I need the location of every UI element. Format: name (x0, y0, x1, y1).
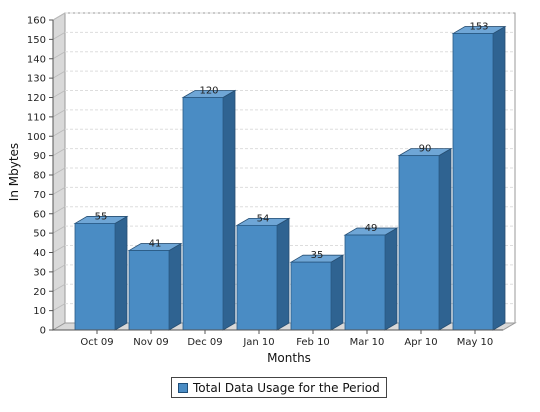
y-tick-label: 140 (27, 54, 46, 65)
wall-gridline (52, 12, 66, 21)
y-tick-label: 150 (27, 35, 46, 46)
y-tick-label: 10 (33, 306, 46, 317)
wall-gridline (52, 264, 66, 273)
wall-gridline (52, 245, 66, 253)
wall-gridline (52, 128, 66, 137)
wall-gridline (52, 31, 66, 40)
bar-side (276, 217, 290, 331)
x-axis-ticks: Oct 09 Nov 09 Dec 09 Jan 10 Feb 10 Mar 10 Apr … (53, 329, 503, 348)
x-tick-label: Feb 10 (296, 337, 330, 348)
y-tick-label: 90 (33, 151, 46, 162)
y-tick-label: 30 (33, 267, 46, 278)
data-label: 153 (469, 22, 488, 33)
bar-side (438, 147, 452, 331)
bar-front (398, 155, 440, 331)
data-label: 41 (149, 239, 162, 250)
bar: 41 (127, 239, 183, 331)
x-tick-label: Jan 10 (242, 337, 274, 348)
wall-gridline (52, 206, 66, 215)
wall-gridline (52, 303, 66, 312)
bar-side (492, 25, 506, 331)
bar: 55 (73, 211, 129, 331)
y-tick-label: 160 (27, 16, 46, 27)
y-tick-label: 0 (40, 326, 46, 337)
data-label: 49 (365, 223, 378, 234)
bar-side (114, 215, 128, 331)
bar-side (168, 242, 182, 331)
x-tick-label: Mar 10 (350, 337, 385, 348)
bar-front (74, 223, 116, 331)
bar: 120 (181, 86, 237, 331)
y-tick-label: 20 (33, 287, 46, 298)
data-label: 90 (419, 144, 432, 155)
wall-gridline (52, 70, 66, 79)
bar: 90 (397, 144, 453, 331)
data-label: 120 (199, 86, 218, 97)
legend-swatch (178, 382, 188, 393)
x-axis-title: Months (267, 351, 311, 365)
wall-gridline (52, 186, 66, 195)
wall-gridline (52, 109, 66, 118)
y-tick-label: 50 (33, 229, 46, 240)
bar: 54 (235, 213, 291, 331)
wall-gridline (52, 283, 66, 292)
bar: 49 (343, 223, 399, 331)
data-label: 54 (257, 213, 270, 224)
x-tick-label: Dec 09 (187, 337, 222, 348)
y-tick-label: 130 (27, 74, 46, 85)
y-tick-label: 80 (33, 171, 46, 182)
bar-front (452, 33, 494, 331)
y-tick-label: 40 (33, 248, 46, 259)
wall-gridline (52, 148, 66, 157)
bar: 153 (451, 22, 507, 331)
y-tick-label: 110 (27, 112, 46, 123)
wall-gridline (52, 90, 66, 98)
bar-front (236, 224, 278, 331)
x-tick-label: May 10 (457, 337, 494, 348)
wall-gridline (52, 51, 66, 60)
y-axis-title: In Mbytes (7, 143, 21, 201)
x-tick-label: Apr 10 (404, 337, 437, 348)
y-tick-label: 100 (27, 132, 46, 143)
bar-front (128, 250, 170, 331)
bar-front (344, 234, 386, 331)
y-tick-label: 60 (33, 209, 46, 220)
bar-front (182, 97, 224, 331)
wall-gridline (52, 167, 66, 176)
y-tick-label: 120 (27, 93, 46, 104)
bar: 35 (289, 250, 345, 331)
bar-side (222, 89, 236, 331)
x-tick-label: Oct 09 (80, 337, 113, 348)
data-label: 35 (311, 250, 324, 261)
wall-gridline (52, 225, 66, 234)
legend-label: Total Data Usage for the Period (193, 380, 380, 395)
bar-side (384, 227, 398, 331)
y-tick-label: 70 (33, 190, 46, 201)
x-tick-label: Nov 09 (133, 337, 168, 348)
data-label: 55 (95, 211, 108, 222)
bar-front (290, 261, 332, 331)
y-axis-ticks: 0 10 20 30 40 50 60 70 80 90 100 110 120 130 140 150 160 (27, 16, 54, 337)
bar-side (330, 254, 344, 331)
legend: Total Data Usage for the Period (171, 377, 387, 398)
